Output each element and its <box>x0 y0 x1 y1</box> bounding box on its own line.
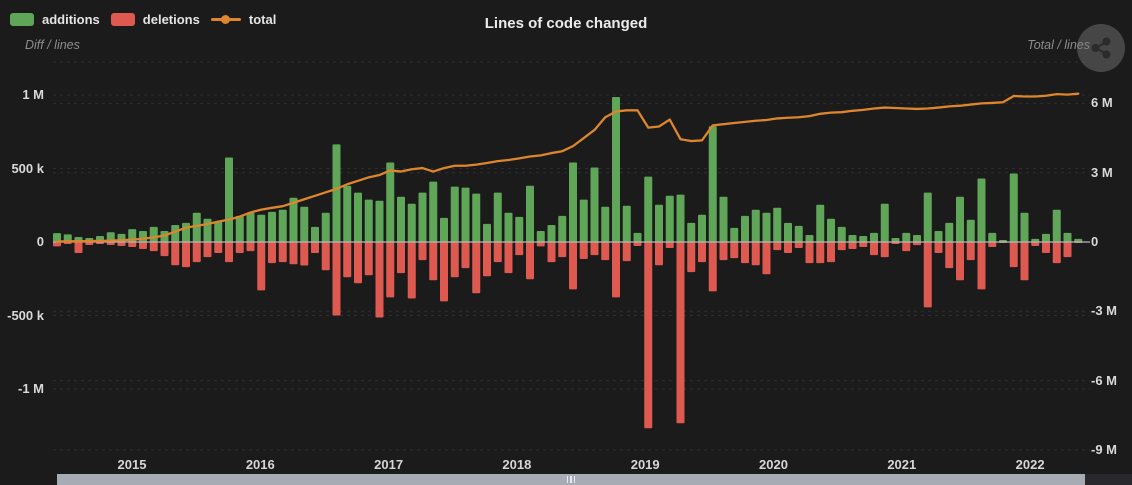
x-axis-year-tick: 2018 <box>502 457 532 472</box>
right-axis-tick: 3 M <box>1091 164 1113 180</box>
share-icon <box>1091 37 1111 59</box>
right-axis-tick: -6 M <box>1091 372 1117 388</box>
legend-label-additions: additions <box>42 12 100 27</box>
x-axis-year-tick: 2016 <box>245 457 275 472</box>
deletions-swatch-icon <box>110 13 135 26</box>
right-axis-tick: 0 <box>1091 234 1099 249</box>
left-axis-tick: -500 k <box>7 307 44 323</box>
x-axis-year-tick: 2017 <box>374 457 404 472</box>
deletions-bars[interactable] <box>53 242 1083 429</box>
scrollbar-grip-icon <box>566 476 576 483</box>
chart-title: Lines of code changed <box>484 15 648 32</box>
x-axis-year-tick: 2020 <box>759 457 788 472</box>
legend-label-total: total <box>248 12 277 27</box>
right-axis-caption: Total / lines <box>1027 38 1090 52</box>
additions-bars[interactable] <box>53 97 1083 242</box>
x-axis-year-tick: 2021 <box>887 457 917 472</box>
left-axis-tick: -1 M <box>18 381 44 396</box>
right-axis-tick: 6 M <box>1091 95 1113 111</box>
left-axis-tick: 500 k <box>11 160 44 176</box>
total-line-marker-icon <box>210 13 241 26</box>
left-axis-caption: Diff / lines <box>25 38 80 52</box>
left-axis-tick: 0 <box>36 234 44 249</box>
scrollbar-thumb[interactable] <box>57 474 1085 485</box>
additions-swatch-icon <box>10 13 34 26</box>
x-axis-year-tick: 2019 <box>630 457 660 472</box>
total-line[interactable] <box>55 92 1080 243</box>
x-axis-year-tick: 2015 <box>117 457 147 472</box>
chart-action-button[interactable] <box>1077 24 1125 72</box>
legend-item-additions[interactable]: additions <box>10 13 100 26</box>
right-axis-tick: -9 M <box>1091 441 1117 457</box>
legend: additions deletions total <box>10 13 276 26</box>
right-axis-tick: -3 M <box>1091 303 1117 319</box>
left-axis-tick: 1 M <box>22 87 44 102</box>
legend-label-deletions: deletions <box>142 12 200 27</box>
legend-item-total[interactable]: total <box>210 12 277 27</box>
x-axis-year-tick: 2022 <box>1015 457 1045 472</box>
legend-item-deletions[interactable]: deletions <box>110 12 200 27</box>
